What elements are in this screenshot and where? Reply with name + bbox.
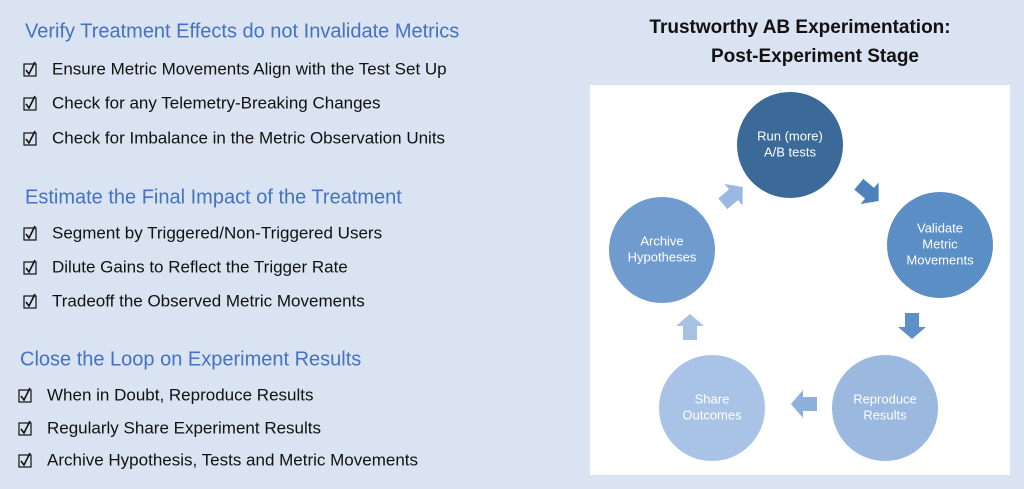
section-heading: Close the Loop on Experiment Results	[20, 348, 361, 370]
checkbox	[23, 63, 37, 77]
checkbox	[23, 261, 37, 275]
checklist-item: When in Doubt, Reproduce Results	[47, 385, 313, 404]
node-label: Results	[863, 407, 907, 422]
cycle-node	[887, 192, 993, 298]
node-label: Outcomes	[682, 407, 742, 422]
diagram-title: Trustworthy AB Experimentation:	[649, 17, 950, 38]
cycle-arrow	[898, 313, 926, 339]
checklist-item: Check for any Telemetry-Breaking Changes	[52, 93, 381, 112]
node-label: Archive	[640, 233, 683, 248]
checkmark	[25, 293, 36, 308]
checkmark	[25, 61, 36, 76]
checkbox	[18, 454, 32, 468]
checkmark	[25, 130, 36, 145]
checkmark	[20, 452, 31, 467]
node-label: Metric	[922, 236, 958, 251]
checklist-item: Archive Hypothesis, Tests and Metric Mov…	[47, 450, 418, 469]
checkmark	[25, 259, 36, 274]
section-heading: Verify Treatment Effects do not Invalida…	[25, 20, 459, 42]
checklist-item: Tradeoff the Observed Metric Movements	[52, 291, 365, 310]
node-label: Movements	[906, 252, 974, 267]
checkmark	[25, 95, 36, 110]
node-label: Run (more)	[757, 128, 823, 143]
node-label: A/B tests	[764, 144, 817, 159]
node-label: Share	[695, 391, 730, 406]
checkbox	[23, 227, 37, 241]
checklist-item: Regularly Share Experiment Results	[47, 418, 321, 437]
checkbox	[23, 132, 37, 146]
checkmark	[20, 420, 31, 435]
checkbox	[23, 97, 37, 111]
section-heading: Estimate the Final Impact of the Treatme…	[25, 186, 402, 208]
cycle-node	[609, 197, 715, 303]
checklist-item: Check for Imbalance in the Metric Observ…	[52, 128, 445, 147]
checkmark	[20, 387, 31, 402]
cycle-arrow	[854, 178, 879, 205]
checkbox	[18, 422, 32, 436]
cycle-arrow	[791, 390, 817, 418]
cycle-arrow	[676, 314, 704, 340]
checkmark	[25, 225, 36, 240]
node-label: Reproduce	[853, 391, 917, 406]
checklist-item: Dilute Gains to Reflect the Trigger Rate	[52, 257, 348, 276]
diagram-title: Post-Experiment Stage	[711, 46, 919, 67]
node-label: Validate	[917, 220, 963, 235]
checkbox	[23, 295, 37, 309]
cycle-node	[832, 355, 938, 461]
node-label: Hypotheses	[628, 249, 697, 264]
checklist-item: Segment by Triggered/Non-Triggered Users	[52, 223, 382, 242]
checklist-item: Ensure Metric Movements Align with the T…	[52, 59, 447, 78]
cycle-node	[737, 92, 843, 198]
cycle-node	[659, 355, 765, 461]
checkbox	[18, 389, 32, 403]
cycle-arrow	[718, 183, 743, 210]
